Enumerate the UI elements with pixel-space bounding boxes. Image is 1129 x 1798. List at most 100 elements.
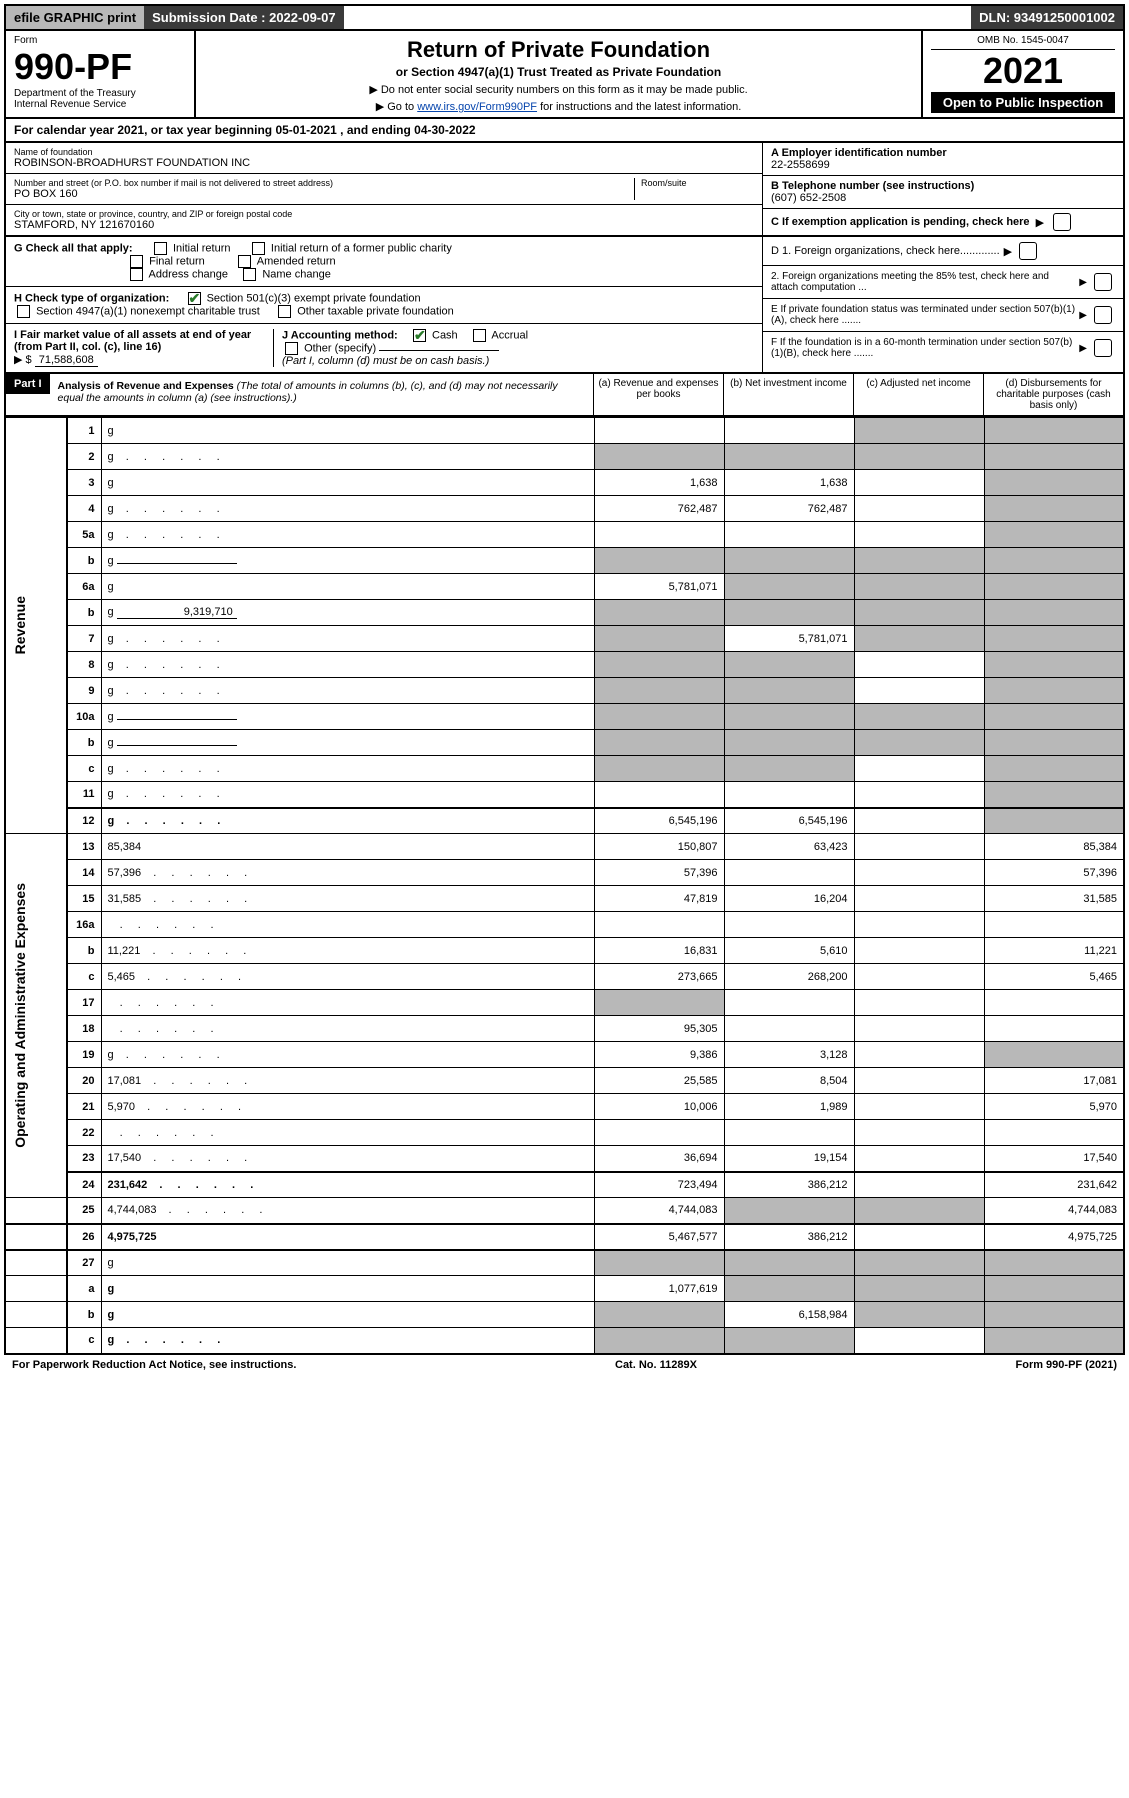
footer: For Paperwork Reduction Act Notice, see … (4, 1355, 1125, 1375)
amt-d (984, 1328, 1124, 1354)
col-c-hdr: (c) Adjusted net income (853, 374, 983, 415)
address: PO BOX 160 (14, 188, 634, 200)
cash-chk[interactable] (413, 329, 426, 342)
address-change-chk[interactable] (130, 268, 143, 281)
name-change-chk[interactable] (243, 268, 256, 281)
amt-b (724, 1120, 854, 1146)
amt-a: 16,831 (594, 938, 724, 964)
amt-a (594, 1120, 724, 1146)
amt-a (594, 730, 724, 756)
form-number: 990-PF (14, 46, 186, 88)
amt-a (594, 990, 724, 1016)
amt-b: 6,545,196 (724, 808, 854, 834)
row-desc: . . . . . . (101, 912, 594, 938)
row-num: 2 (67, 444, 101, 470)
amt-b (724, 756, 854, 782)
row-desc: g (101, 1250, 594, 1276)
topbar: efile GRAPHIC print Submission Date : 20… (4, 4, 1125, 29)
row-desc: g . . . . . . (101, 1042, 594, 1068)
c-label: C If exemption application is pending, c… (771, 216, 1030, 228)
amt-c (854, 808, 984, 834)
amt-b: 386,212 (724, 1224, 854, 1250)
d2-chk[interactable] (1094, 273, 1112, 291)
amt-a: 5,781,071 (594, 574, 724, 600)
row-num: 18 (67, 1016, 101, 1042)
omb-number: OMB No. 1545-0047 (931, 35, 1115, 50)
row-desc: g (101, 418, 594, 444)
e-chk[interactable] (1094, 306, 1112, 324)
amt-c (854, 496, 984, 522)
row-num: b (67, 600, 101, 626)
row-num: 12 (67, 808, 101, 834)
amt-c (854, 522, 984, 548)
col-b-hdr: (b) Net investment income (723, 374, 853, 415)
row-num: 24 (67, 1172, 101, 1198)
amt-b (724, 600, 854, 626)
amt-b (724, 444, 854, 470)
amt-b (724, 1198, 854, 1224)
amt-d: 231,642 (984, 1172, 1124, 1198)
row-desc: 17,081 . . . . . . (101, 1068, 594, 1094)
d1-chk[interactable] (1019, 242, 1037, 260)
amt-b (724, 652, 854, 678)
amt-d (984, 574, 1124, 600)
amt-a (594, 782, 724, 808)
amt-d (984, 1302, 1124, 1328)
501c3-chk[interactable] (188, 292, 201, 305)
foundation-name-label: Name of foundation (14, 147, 754, 157)
header: Form 990-PF Department of the Treasury I… (4, 29, 1125, 119)
ein-value: 22-2558699 (771, 159, 1115, 171)
row-desc: g . . . . . . (101, 1328, 594, 1354)
room-label: Room/suite (641, 178, 754, 188)
row-num: 17 (67, 990, 101, 1016)
other-taxable-chk[interactable] (278, 305, 291, 318)
page-subtitle: or Section 4947(a)(1) Trust Treated as P… (204, 65, 913, 79)
amt-c (854, 1094, 984, 1120)
revenue-side-label: Revenue (12, 596, 28, 654)
part1-label: Part I (6, 374, 50, 394)
initial-former-chk[interactable] (252, 242, 265, 255)
row-num: 13 (67, 834, 101, 860)
row-desc: g . . . . . . (101, 652, 594, 678)
amt-c (854, 652, 984, 678)
c-checkbox[interactable] (1053, 213, 1071, 231)
amt-b: 5,781,071 (724, 626, 854, 652)
amt-b (724, 730, 854, 756)
form-word: Form (14, 35, 186, 46)
amt-a (594, 756, 724, 782)
row-desc: 4,975,725 (101, 1224, 594, 1250)
row-num: c (67, 1328, 101, 1354)
row-num: 5a (67, 522, 101, 548)
amended-return-chk[interactable] (238, 255, 251, 268)
amt-b: 16,204 (724, 886, 854, 912)
row-num: 3 (67, 470, 101, 496)
amt-a (594, 626, 724, 652)
other-method-chk[interactable] (285, 342, 298, 355)
amt-b: 762,487 (724, 496, 854, 522)
row-desc: . . . . . . (101, 1120, 594, 1146)
amt-a: 273,665 (594, 964, 724, 990)
footer-mid: Cat. No. 11289X (615, 1359, 697, 1371)
amt-a: 57,396 (594, 860, 724, 886)
initial-return-chk[interactable] (154, 242, 167, 255)
amt-c (854, 548, 984, 574)
amt-d (984, 704, 1124, 730)
f-chk[interactable] (1094, 339, 1112, 357)
row-desc: g . . . . . . (101, 496, 594, 522)
amt-c (854, 678, 984, 704)
form990pf-link[interactable]: www.irs.gov/Form990PF (417, 101, 537, 113)
amt-c (854, 1250, 984, 1276)
amt-d: 4,744,083 (984, 1198, 1124, 1224)
amt-c (854, 1172, 984, 1198)
accrual-chk[interactable] (473, 329, 486, 342)
amt-c (854, 964, 984, 990)
inst-1: ▶ Do not enter social security numbers o… (204, 83, 913, 96)
amt-a: 10,006 (594, 1094, 724, 1120)
row-num: 9 (67, 678, 101, 704)
4947-chk[interactable] (17, 305, 30, 318)
final-return-chk[interactable] (130, 255, 143, 268)
amt-c (854, 470, 984, 496)
amt-c (854, 444, 984, 470)
row-num: a (67, 1276, 101, 1302)
phone-label: B Telephone number (see instructions) (771, 180, 1115, 192)
